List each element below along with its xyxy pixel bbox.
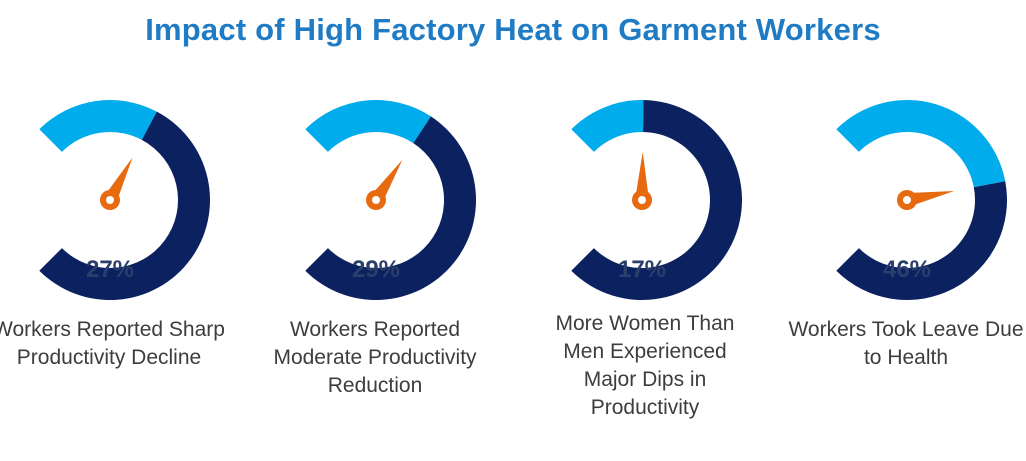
gauge-needle <box>635 152 649 201</box>
gauge-2-value-label: 29% <box>351 256 401 283</box>
gauge-remaining-arc <box>836 181 1008 301</box>
gauge-filled-arc <box>571 99 644 152</box>
chart-title: Impact of High Factory Heat on Garment W… <box>145 12 881 47</box>
gauge-1-description: Workers Reported Sharp Productivity Decl… <box>0 318 225 369</box>
gauge-1-dial <box>39 99 210 300</box>
gauge-filled-arc <box>836 99 1006 188</box>
gauge-1-value-label: 27% <box>85 256 135 283</box>
gauge-2-description: Workers Reported Moderate Productivity R… <box>273 318 477 397</box>
gauge-3-description: More Women Than Men Experienced Major Di… <box>555 312 735 419</box>
gauge-needle-pivot <box>372 196 380 204</box>
gauge-2-dial <box>305 100 477 301</box>
gauge-2: 29% <box>266 92 486 301</box>
gauge-needle-pivot <box>106 196 114 204</box>
gauge-4-value-label: 46% <box>882 256 932 283</box>
gauge-4-description: Workers Took Leave Due to Health <box>788 318 1024 369</box>
gauge-3: 17% <box>532 92 752 300</box>
gauge-4-dial <box>836 99 1008 301</box>
gauge-needle <box>905 191 955 207</box>
gauge-3-dial <box>571 99 742 300</box>
gauge-needle-pivot <box>903 196 911 204</box>
gauge-remaining-arc <box>305 116 477 301</box>
gauge-4: 46% <box>797 92 1017 301</box>
gauge-needle-pivot <box>638 196 646 204</box>
gauge-filled-arc <box>305 100 431 152</box>
gauge-filled-arc <box>39 99 157 152</box>
gauge-3-value-label: 17% <box>617 256 667 283</box>
gauge-1: 27% <box>0 92 220 300</box>
gauge-remaining-arc <box>571 100 742 300</box>
gauge-remaining-arc <box>39 111 210 300</box>
